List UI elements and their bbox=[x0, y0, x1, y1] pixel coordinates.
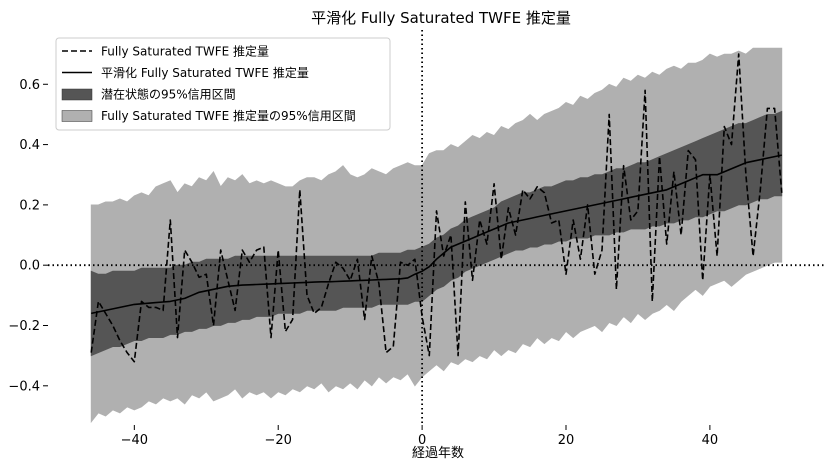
y-tick-label: −0.2 bbox=[8, 319, 40, 334]
legend-label: Fully Saturated TWFE 推定量の95%信用区間 bbox=[101, 108, 356, 123]
y-tick-label: 0.6 bbox=[19, 78, 40, 93]
legend-label: 潜在状態の95%信用区間 bbox=[101, 87, 236, 102]
x-tick-label: 0 bbox=[418, 433, 426, 448]
y-tick-label: 0.0 bbox=[19, 259, 40, 274]
series-lines bbox=[90, 53, 783, 363]
y-tick-label: 0.2 bbox=[19, 198, 40, 213]
x-axis-label: 経過年数 bbox=[412, 446, 464, 461]
x-tick-label: −20 bbox=[265, 433, 292, 448]
legend-label: Fully Saturated TWFE 推定量 bbox=[101, 44, 269, 59]
y-tick-label: 0.4 bbox=[19, 138, 40, 153]
legend-swatch bbox=[61, 88, 93, 101]
series-smoothed-estimate bbox=[91, 154, 782, 315]
y-tick-label: −0.4 bbox=[8, 379, 40, 394]
band-estimator-ci bbox=[90, 47, 783, 424]
chart-title: 平滑化 Fully Saturated TWFE 推定量 bbox=[311, 9, 571, 27]
reference-lines bbox=[48, 30, 825, 425]
x-tick-label: 40 bbox=[702, 433, 719, 448]
y-axis-ticks: −0.4 −0.2 0.0 0.2 0.4 0.6 bbox=[8, 78, 48, 394]
series-raw-estimate bbox=[90, 53, 783, 363]
legend-box bbox=[55, 37, 391, 131]
x-axis-ticks: −40 −20 0 20 40 bbox=[121, 425, 719, 448]
x-tick-label: 20 bbox=[558, 433, 575, 448]
legend-swatch bbox=[61, 110, 93, 122]
x-tick-label: −40 bbox=[121, 433, 148, 448]
legend-label: 平滑化 Fully Saturated TWFE 推定量 bbox=[101, 65, 309, 80]
